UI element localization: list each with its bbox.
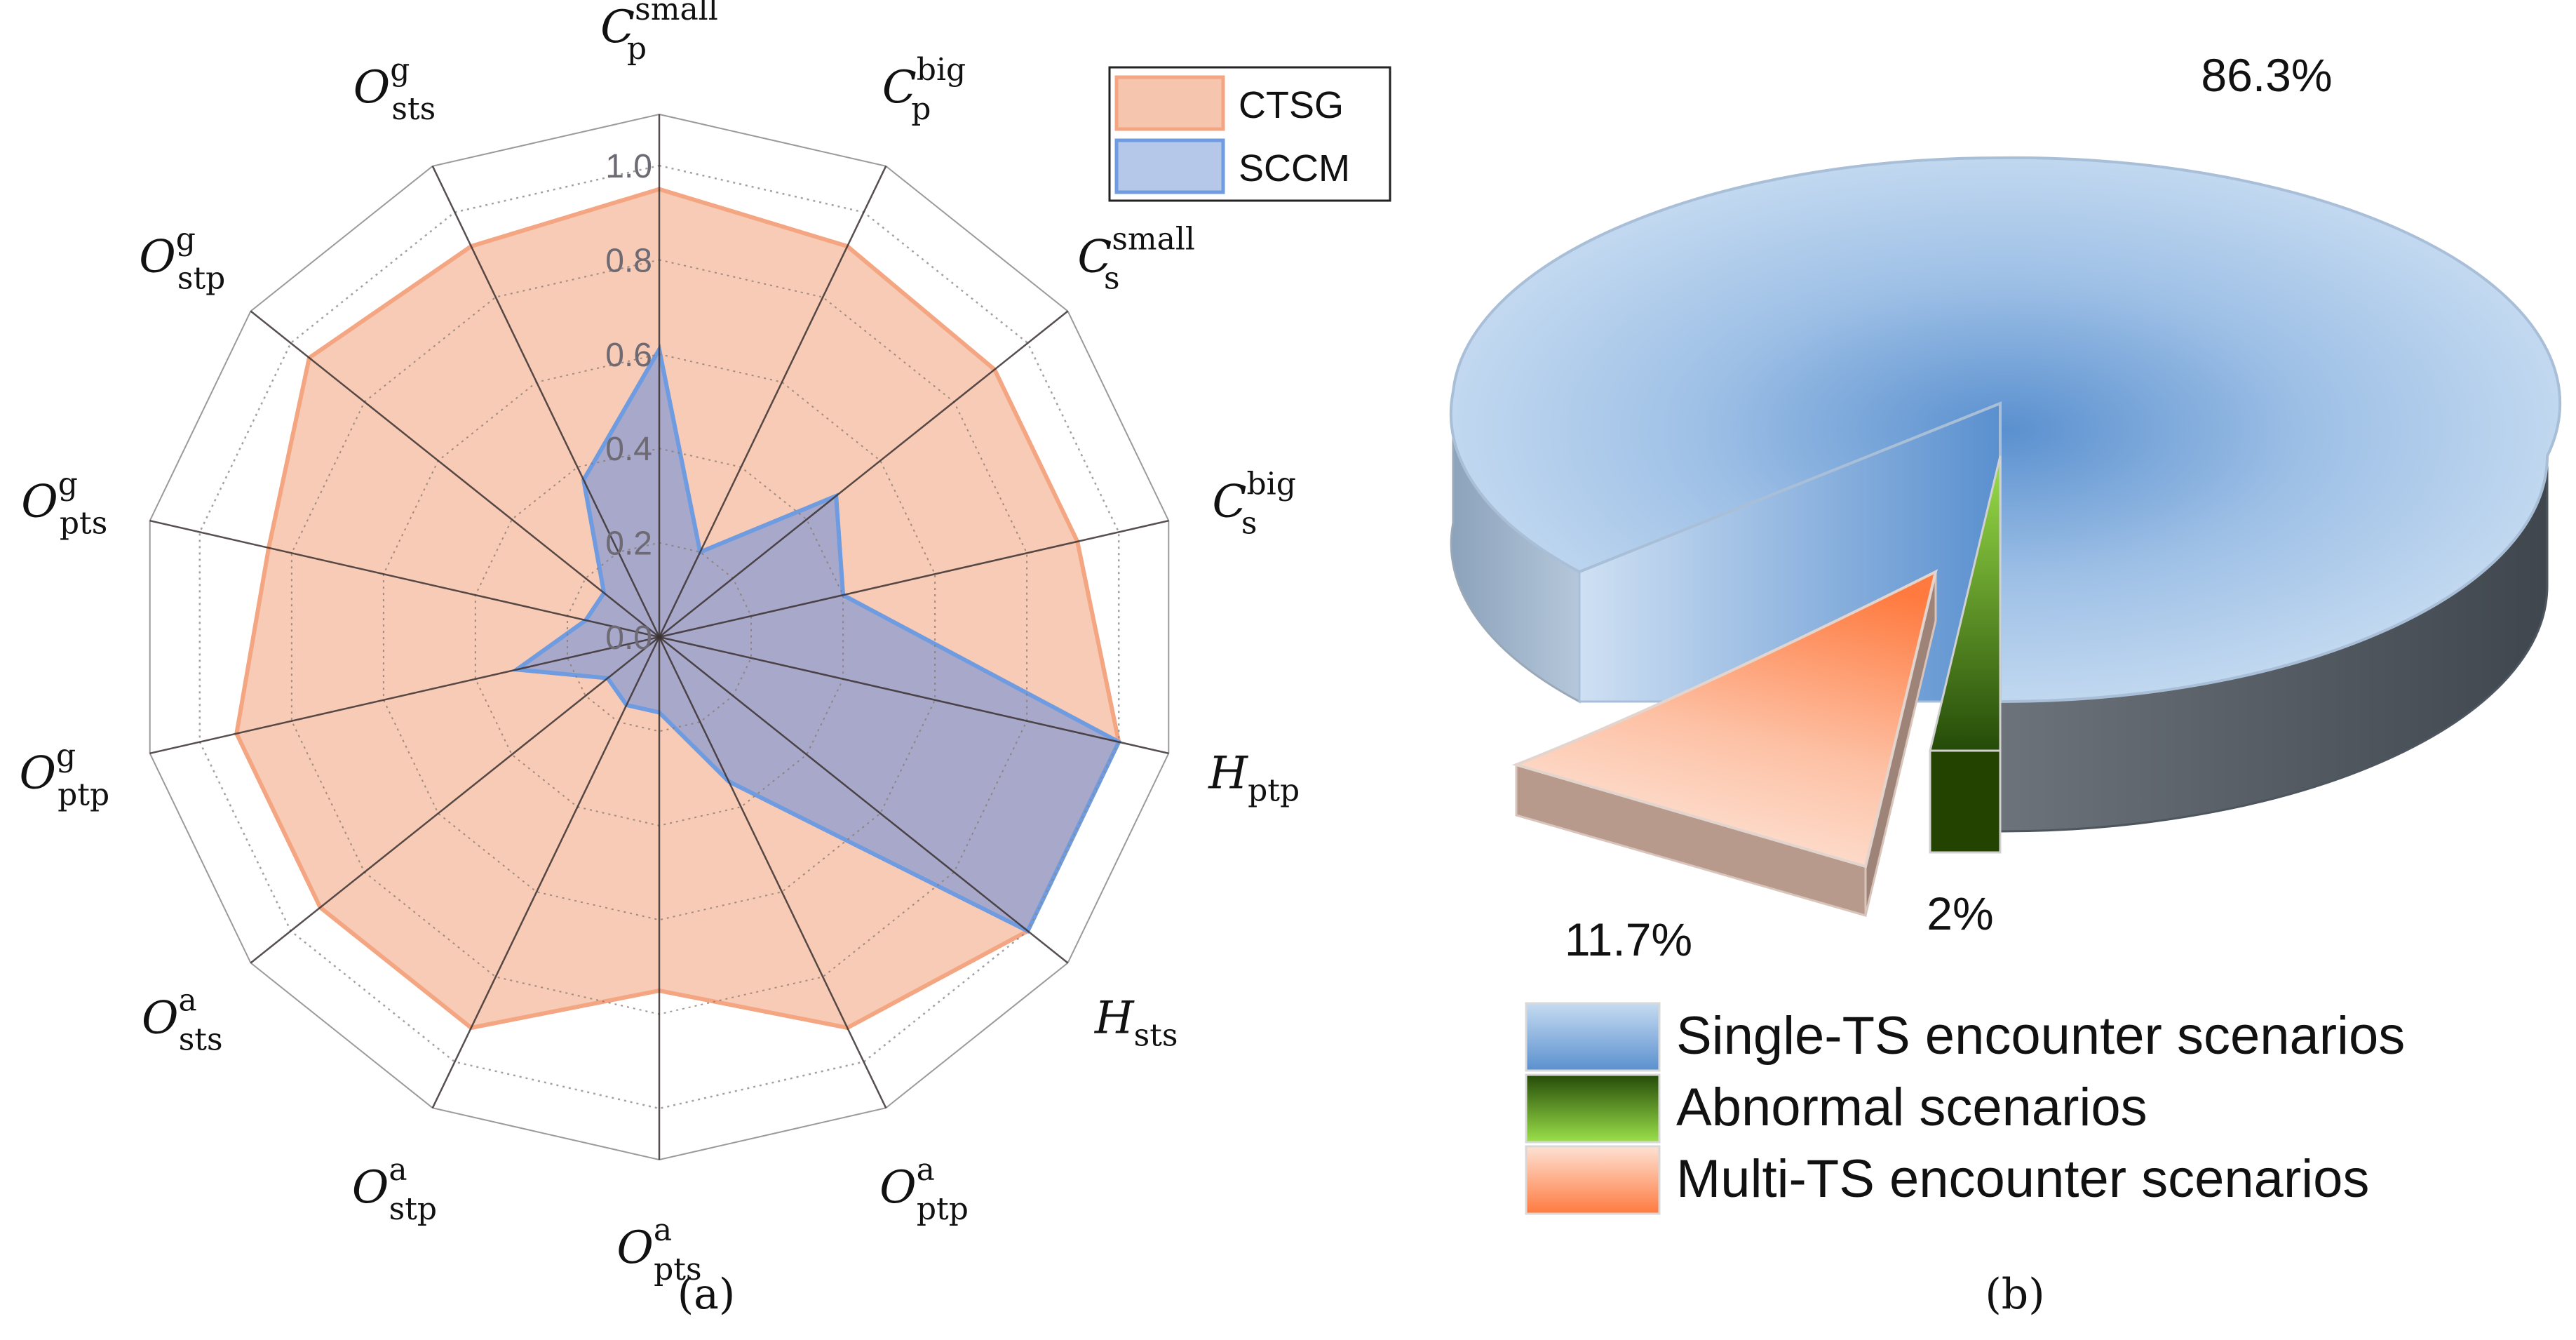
pie-slice-multi-ts — [1511, 569, 1938, 869]
radar-spoke-Oa_ptp — [658, 636, 887, 1108]
legend-label-ctsg: CTSG — [1239, 84, 1344, 126]
radar-axis-label-Og_stp: Og stp — [139, 222, 225, 297]
pie-legend: Single-TS encounter scenarios Abnormal s… — [1525, 1002, 2405, 1215]
legend-label-single-ts: Single-TS encounter scenarios — [1676, 1006, 2405, 1066]
legend-label-multi-ts: Multi-TS encounter scenarios — [1676, 1149, 2369, 1209]
legend-swatch-multi-ts — [1525, 1145, 1661, 1215]
pie-slice-abnormal-side — [1929, 749, 2002, 854]
legend-swatch-ctsg — [1114, 75, 1225, 131]
radar-axis-label-Oa_ptp: Oa ptp — [879, 1152, 969, 1227]
radar-tick-label-2: 0.4 — [605, 431, 652, 468]
radar-spoke-Og_pts — [149, 519, 660, 638]
radar-spoke-Oa_sts — [250, 636, 660, 964]
pie-label-single-ts: 86.3% — [2201, 49, 2332, 101]
radar-axis-label-Cp_small: Csmall p — [600, 0, 718, 67]
radar-spoke-Cp_big — [658, 166, 887, 638]
legend-swatch-sccm — [1114, 138, 1225, 194]
radar-axis-label-Og_ptp: Og ptp — [19, 738, 109, 813]
radar-axis-label-H_ptp: Hptp — [1208, 748, 1300, 809]
radar-spoke-Cs_big — [659, 519, 1169, 638]
radar-tick-label-5: 1.0 — [605, 148, 652, 185]
radar-tick-label-0: 0.0 — [605, 619, 652, 657]
pie-slice-abnormal — [1929, 455, 2002, 752]
radar-chart: 0.0 0.2 0.4 0.6 0.8 1.0 Csmall p Cbig p Csmall s Cbi… — [19, 0, 1300, 1287]
radar-axis-label-Cp_big: Cbig p — [882, 52, 966, 127]
radar-legend: CTSG SCCM — [1108, 66, 1391, 202]
radar-tick-label-1: 0.2 — [605, 525, 652, 563]
radar-axis-label-Og_sts: Og sts — [353, 52, 436, 127]
pie-chart: 86.3% 2% 11.7% — [1449, 49, 2562, 965]
radar-axis-label-H_sts: Hsts — [1094, 992, 1178, 1053]
radar-axis-label-Oa_pts: Oa pts — [616, 1212, 701, 1287]
pie-slice-single-ts — [1449, 156, 2562, 704]
radar-axis-label-Oa_sts: Oa sts — [142, 982, 223, 1057]
legend-swatch-abnormal — [1525, 1073, 1661, 1144]
radar-axis-label-Cs_small: Csmall s — [1077, 222, 1195, 297]
radar-spoke-Og_ptp — [149, 636, 660, 755]
panel-label-b: (b) — [1985, 1270, 2044, 1319]
radar-spoke-H_sts — [659, 636, 1069, 964]
radar-axis-label-Oa_stp: Oa stp — [352, 1152, 437, 1227]
radar-spoke-Og_stp — [250, 310, 660, 638]
radar-spoke-Og_sts — [431, 166, 661, 638]
panel-label-a: (a) — [677, 1270, 736, 1319]
legend-swatch-single-ts — [1525, 1002, 1661, 1072]
radar-tick-label-4: 0.8 — [605, 242, 652, 279]
radar-spoke-Cs_small — [659, 310, 1069, 638]
radar-spoke-H_ptp — [659, 636, 1169, 755]
radar-spoke-Oa_stp — [431, 636, 661, 1108]
radar-axis-label-Og_pts: Og pts — [21, 466, 107, 541]
legend-label-abnormal: Abnormal scenarios — [1676, 1078, 2147, 1137]
radar-tick-label-3: 0.6 — [605, 337, 652, 374]
legend-label-sccm: SCCM — [1239, 147, 1350, 189]
pie-label-abnormal: 2% — [1927, 887, 1993, 939]
pie-label-multi-ts: 11.7% — [1565, 913, 1692, 965]
radar-axis-label-Cs_big: Cbig s — [1213, 466, 1296, 541]
